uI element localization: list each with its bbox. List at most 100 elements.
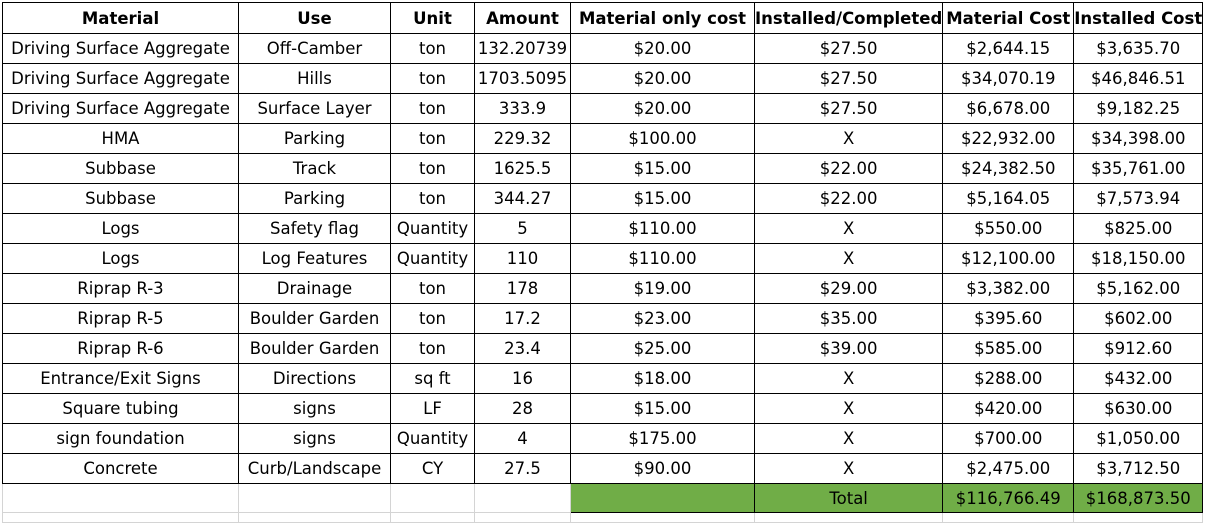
installed-completed-cell[interactable]: $29.00 [753, 273, 944, 304]
material-cell[interactable]: Logs [2, 213, 239, 244]
amount-cell[interactable]: 229.32 [474, 123, 571, 154]
use-cell[interactable]: Off-Camber [238, 33, 391, 64]
empty-cell[interactable] [570, 512, 755, 523]
material-cost-cell[interactable]: $550.00 [942, 213, 1075, 244]
unit-cell[interactable]: ton [390, 123, 475, 154]
unit-cell[interactable]: Quantity [390, 423, 475, 454]
installed-cost-cell[interactable]: $18,150.00 [1073, 243, 1204, 274]
installed-cost-cell[interactable]: $1,050.00 [1073, 423, 1204, 454]
amount-cell[interactable]: 344.27 [474, 183, 571, 214]
total-spacer[interactable] [2, 483, 239, 513]
header-material-cost[interactable]: Material Cost [942, 2, 1075, 34]
empty-cell[interactable] [474, 512, 571, 523]
material-cost-cell[interactable]: $420.00 [942, 393, 1075, 424]
material-cell[interactable]: HMA [2, 123, 239, 154]
total-label[interactable]: Total [753, 483, 944, 513]
unit-cell[interactable]: ton [390, 93, 475, 124]
installed-completed-cell[interactable]: X [753, 243, 944, 274]
material-cost-cell[interactable]: $3,382.00 [942, 273, 1075, 304]
amount-cell[interactable]: 110 [474, 243, 571, 274]
use-cell[interactable]: Curb/Landscape [238, 453, 391, 484]
material-cost-cell[interactable]: $22,932.00 [942, 123, 1075, 154]
header-amount[interactable]: Amount [474, 2, 571, 34]
total-installed-cost[interactable]: $168,873.50 [1073, 483, 1204, 513]
installed-completed-cell[interactable]: X [753, 393, 944, 424]
material-only-cost-cell[interactable]: $15.00 [570, 393, 755, 424]
unit-cell[interactable]: ton [390, 303, 475, 334]
material-cell[interactable]: Logs [2, 243, 239, 274]
installed-completed-cell[interactable]: $39.00 [753, 333, 944, 364]
header-material-only-cost[interactable]: Material only cost [570, 2, 755, 34]
use-cell[interactable]: Track [238, 153, 391, 184]
material-only-cost-cell[interactable]: $15.00 [570, 183, 755, 214]
material-cost-cell[interactable]: $34,070.19 [942, 63, 1075, 94]
use-cell[interactable]: Hills [238, 63, 391, 94]
material-cell[interactable]: Riprap R-5 [2, 303, 239, 334]
material-cell[interactable]: Subbase [2, 153, 239, 184]
material-cost-cell[interactable]: $395.60 [942, 303, 1075, 334]
material-cost-cell[interactable]: $24,382.50 [942, 153, 1075, 184]
installed-cost-cell[interactable]: $630.00 [1073, 393, 1204, 424]
material-cost-cell[interactable]: $700.00 [942, 423, 1075, 454]
material-only-cost-cell[interactable]: $100.00 [570, 123, 755, 154]
amount-cell[interactable]: 5 [474, 213, 571, 244]
empty-cell[interactable] [390, 512, 475, 523]
header-use[interactable]: Use [238, 2, 391, 34]
unit-cell[interactable]: Quantity [390, 213, 475, 244]
installed-completed-cell[interactable]: $22.00 [753, 153, 944, 184]
use-cell[interactable]: Surface Layer [238, 93, 391, 124]
installed-completed-cell[interactable]: $27.50 [753, 63, 944, 94]
unit-cell[interactable]: CY [390, 453, 475, 484]
material-cell[interactable]: Driving Surface Aggregate [2, 93, 239, 124]
material-only-cost-cell[interactable]: $23.00 [570, 303, 755, 334]
total-spacer[interactable] [390, 483, 475, 513]
header-material[interactable]: Material [2, 2, 239, 34]
unit-cell[interactable]: ton [390, 33, 475, 64]
material-only-cost-cell[interactable]: $15.00 [570, 153, 755, 184]
installed-completed-cell[interactable]: $22.00 [753, 183, 944, 214]
empty-cell[interactable] [942, 512, 1075, 523]
amount-cell[interactable]: 27.5 [474, 453, 571, 484]
installed-completed-cell[interactable]: X [753, 363, 944, 394]
installed-completed-cell[interactable]: X [753, 453, 944, 484]
use-cell[interactable]: Drainage [238, 273, 391, 304]
material-only-cost-cell[interactable]: $20.00 [570, 63, 755, 94]
material-cost-cell[interactable]: $288.00 [942, 363, 1075, 394]
installed-completed-cell[interactable]: X [753, 423, 944, 454]
material-cell[interactable]: Concrete [2, 453, 239, 484]
material-cost-cell[interactable]: $6,678.00 [942, 93, 1075, 124]
total-spacer[interactable] [238, 483, 391, 513]
installed-cost-cell[interactable]: $3,712.50 [1073, 453, 1204, 484]
amount-cell[interactable]: 28 [474, 393, 571, 424]
material-cell[interactable]: Subbase [2, 183, 239, 214]
use-cell[interactable]: signs [238, 423, 391, 454]
amount-cell[interactable]: 132.20739 [474, 33, 571, 64]
installed-completed-cell[interactable]: X [753, 213, 944, 244]
empty-cell[interactable] [1073, 512, 1204, 523]
total-material-cost[interactable]: $116,766.49 [942, 483, 1075, 513]
material-cost-cell[interactable]: $5,164.05 [942, 183, 1075, 214]
installed-completed-cell[interactable]: X [753, 123, 944, 154]
amount-cell[interactable]: 17.2 [474, 303, 571, 334]
header-installed-completed[interactable]: Installed/Completed [753, 2, 944, 34]
material-only-cost-cell[interactable]: $110.00 [570, 243, 755, 274]
material-only-cost-cell[interactable]: $18.00 [570, 363, 755, 394]
amount-cell[interactable]: 178 [474, 273, 571, 304]
total-fill-cell[interactable] [570, 483, 755, 513]
unit-cell[interactable]: ton [390, 273, 475, 304]
amount-cell[interactable]: 1625.5 [474, 153, 571, 184]
material-cell[interactable]: Square tubing [2, 393, 239, 424]
header-installed-cost[interactable]: Installed Cost [1073, 2, 1204, 34]
installed-cost-cell[interactable]: $912.60 [1073, 333, 1204, 364]
installed-cost-cell[interactable]: $35,761.00 [1073, 153, 1204, 184]
installed-cost-cell[interactable]: $825.00 [1073, 213, 1204, 244]
material-cell[interactable]: Entrance/Exit Signs [2, 363, 239, 394]
total-spacer[interactable] [474, 483, 571, 513]
installed-cost-cell[interactable]: $602.00 [1073, 303, 1204, 334]
material-only-cost-cell[interactable]: $20.00 [570, 33, 755, 64]
use-cell[interactable]: Directions [238, 363, 391, 394]
installed-cost-cell[interactable]: $5,162.00 [1073, 273, 1204, 304]
material-only-cost-cell[interactable]: $19.00 [570, 273, 755, 304]
installed-completed-cell[interactable]: $27.50 [753, 33, 944, 64]
installed-cost-cell[interactable]: $432.00 [1073, 363, 1204, 394]
